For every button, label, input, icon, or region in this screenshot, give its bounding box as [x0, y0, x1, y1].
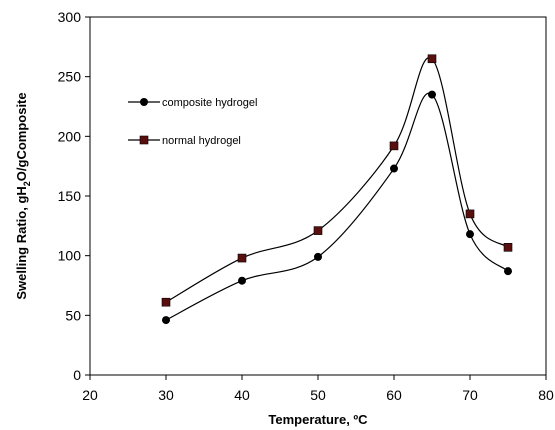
x-tick-label: 60 — [386, 387, 402, 403]
x-axis-title: Temperature, ºC — [268, 412, 368, 427]
legend-swatch-marker — [140, 98, 148, 106]
y-tick-label: 300 — [58, 9, 82, 25]
data-point — [504, 267, 512, 276]
data-point — [389, 141, 399, 151]
y-axis-title-subscript: 2 — [22, 181, 32, 186]
data-point — [314, 252, 322, 261]
y-tick-label: 100 — [58, 248, 82, 264]
data-point — [503, 243, 513, 252]
data-point — [161, 297, 171, 307]
legend-swatch-marker — [139, 135, 149, 145]
y-tick-label: 50 — [65, 307, 81, 323]
series-layer — [161, 54, 513, 325]
data-point — [427, 54, 437, 64]
y-tick-label: 150 — [58, 188, 82, 204]
series-line — [165, 56, 509, 303]
data-point — [162, 316, 170, 325]
data-point — [466, 230, 474, 239]
legend-item: normal hydrogel — [128, 135, 241, 147]
x-tick-label: 40 — [234, 387, 250, 403]
series-2 — [161, 54, 513, 307]
plot-frame — [89, 16, 547, 376]
x-tick-label: 30 — [158, 387, 174, 403]
data-point — [428, 90, 436, 99]
series-line — [165, 92, 509, 321]
data-point — [313, 226, 323, 235]
x-tick-label: 80 — [538, 387, 554, 403]
y-axis-title-part-1: Swelling Ratio, gH — [14, 186, 29, 299]
x-tick-label: 20 — [82, 387, 98, 403]
data-point — [390, 164, 398, 173]
legend-item: composite hydrogel — [128, 97, 257, 109]
data-point — [237, 253, 247, 263]
series-1 — [162, 90, 512, 325]
data-point — [465, 209, 475, 219]
data-point — [238, 276, 246, 285]
legend: composite hydrogel normal hydrogel — [128, 97, 257, 147]
y-tick-label: 0 — [73, 367, 81, 383]
x-tick-label: 70 — [462, 387, 478, 403]
y-tick-label: 200 — [58, 128, 82, 144]
y-axis-title-part-2: O/gComposite — [14, 92, 29, 181]
x-axis-ticks: 20 30 40 50 60 70 80 — [82, 375, 554, 403]
legend-label: normal hydrogel — [162, 135, 241, 147]
y-tick-label: 250 — [58, 69, 82, 85]
y-axis-title: Swelling Ratio, gH2O/gComposite — [14, 92, 32, 299]
x-tick-label: 50 — [310, 387, 326, 403]
legend-label: composite hydrogel — [162, 97, 257, 109]
y-axis-ticks: 0 50 100 150 200 250 300 — [58, 9, 90, 383]
